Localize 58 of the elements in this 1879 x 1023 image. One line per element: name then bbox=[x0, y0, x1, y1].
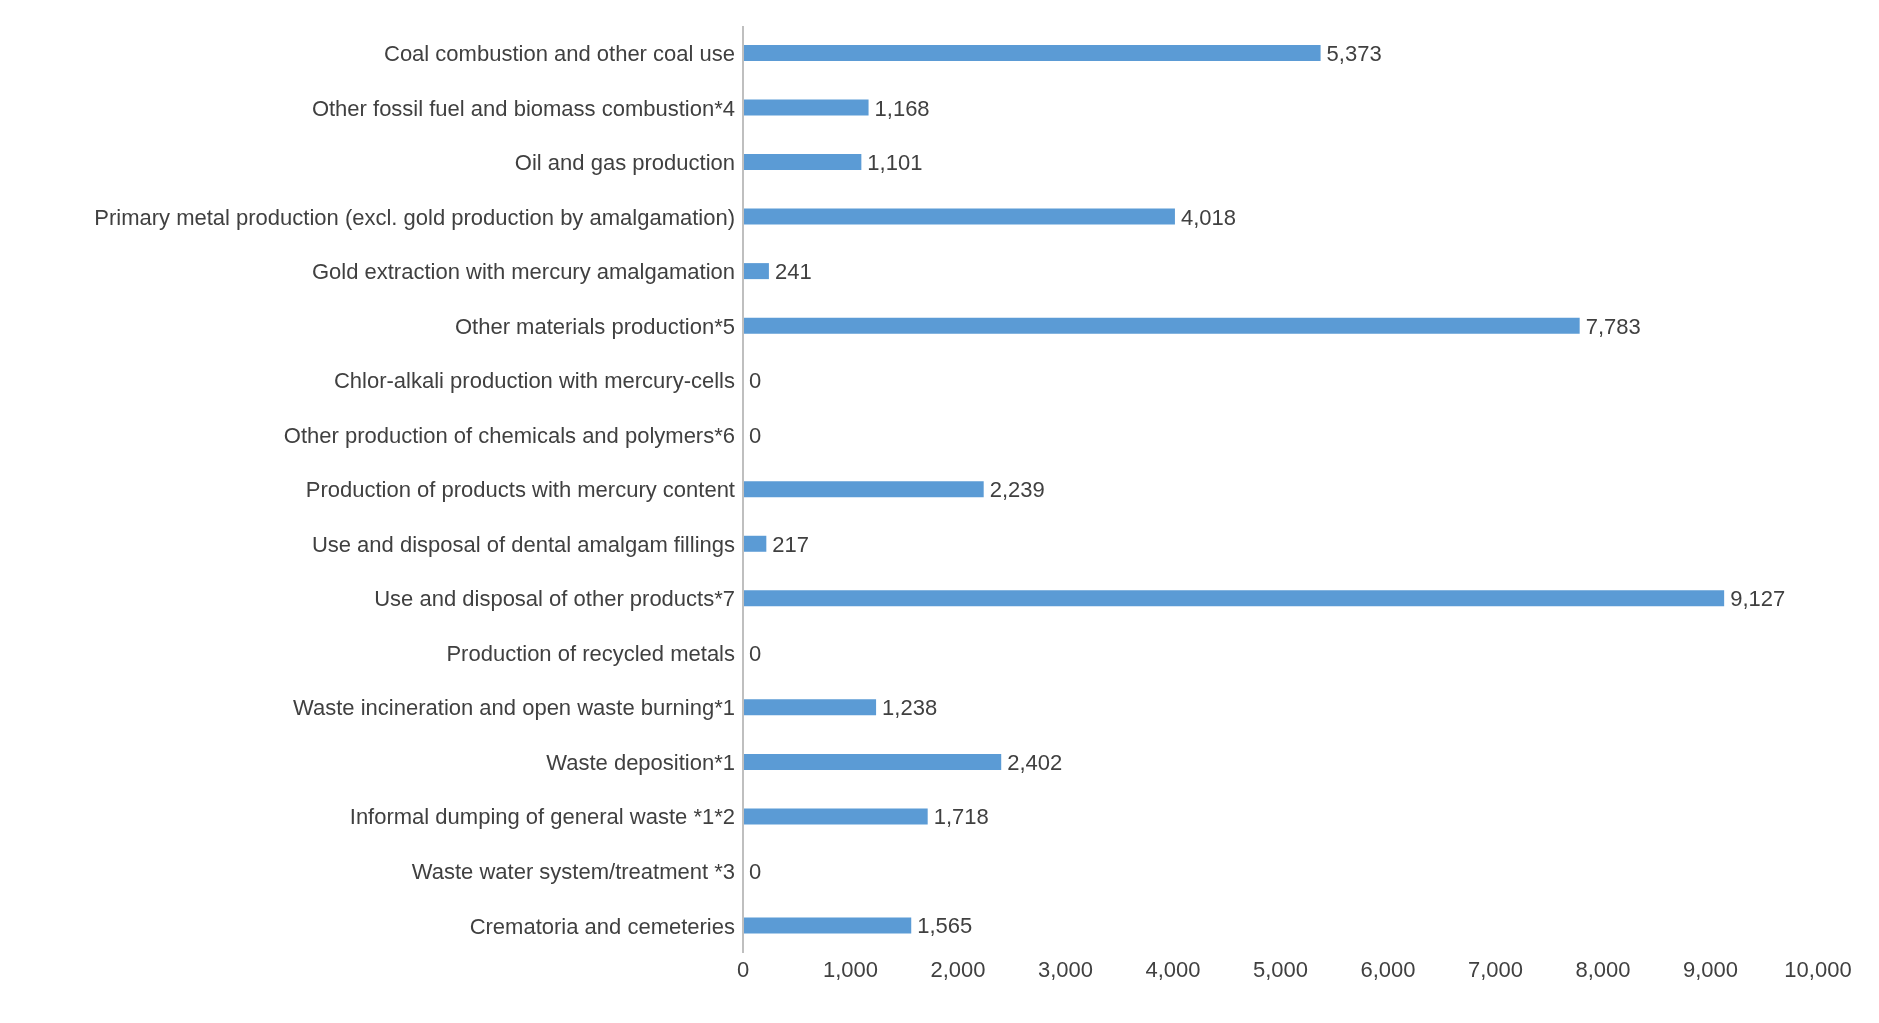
bar bbox=[743, 808, 928, 825]
bar bbox=[743, 45, 1321, 61]
x-tick-label: 2,000 bbox=[930, 956, 986, 982]
y-tick-label: Informal dumping of general waste *1*2 bbox=[349, 804, 735, 830]
y-tick-label: Primary metal production (excl. gold production by amalgamation) bbox=[94, 204, 735, 230]
data-label: 0 bbox=[749, 858, 762, 884]
y-tick-label: Oil and gas production bbox=[514, 150, 735, 176]
y-tick-label: Other fossil fuel and biomass combustion*4 bbox=[311, 95, 735, 121]
x-tick-label: 6,000 bbox=[1360, 956, 1416, 982]
y-tick-label: Production of products with mercury content bbox=[305, 477, 735, 503]
data-label: 241 bbox=[774, 259, 812, 285]
data-label: 2,239 bbox=[989, 477, 1045, 503]
y-tick-label: Use and disposal of other products*7 bbox=[374, 586, 735, 612]
data-label: 4,018 bbox=[1180, 204, 1236, 230]
x-tick-label: 1,000 bbox=[822, 956, 879, 982]
x-tick-label: 3,000 bbox=[1037, 956, 1094, 982]
x-tick-label: 9,000 bbox=[1682, 956, 1739, 982]
data-label: 0 bbox=[749, 640, 762, 666]
data-label: 0 bbox=[749, 422, 762, 448]
bar bbox=[743, 481, 984, 498]
data-label: 5,373 bbox=[1326, 41, 1382, 66]
data-label: 1,565 bbox=[917, 913, 973, 939]
data-label: 7,783 bbox=[1585, 313, 1641, 339]
bar bbox=[743, 99, 869, 116]
bar bbox=[743, 208, 1175, 225]
bar bbox=[743, 590, 1725, 607]
x-tick-label: 8,000 bbox=[1575, 956, 1631, 982]
data-label: 1,168 bbox=[874, 95, 930, 121]
data-label: 2,402 bbox=[1007, 749, 1063, 775]
y-tick-label: Crematoria and cemeteries bbox=[469, 913, 735, 939]
x-tick-label: 4,000 bbox=[1145, 956, 1201, 982]
data-label: 1,238 bbox=[882, 695, 938, 721]
data-label: 1,718 bbox=[933, 804, 989, 830]
bar bbox=[743, 317, 1580, 334]
x-tick-label: 0 bbox=[736, 956, 750, 982]
y-tick-label: Other production of chemicals and polymers*6 bbox=[283, 422, 735, 448]
x-tick-label: 10,000 bbox=[1784, 956, 1852, 982]
x-tick-label: 5,000 bbox=[1252, 956, 1309, 982]
bar bbox=[743, 699, 877, 716]
data-label: 1,101 bbox=[867, 150, 923, 176]
bar bbox=[743, 917, 912, 934]
y-tick-label: Waste deposition*1 bbox=[546, 749, 735, 775]
x-tick-label: 7,000 bbox=[1467, 956, 1524, 982]
y-tick-label: Production of recycled metals bbox=[446, 640, 735, 666]
y-tick-label: Other materials production*5 bbox=[454, 313, 735, 339]
y-tick-label: Gold extraction with mercury amalgamation bbox=[311, 259, 735, 285]
y-tick-label: Chlor-alkali production with mercury-cells bbox=[333, 368, 735, 394]
y-tick-label: Waste water system/treatment *3 bbox=[411, 859, 735, 885]
data-label: 0 bbox=[749, 368, 762, 394]
data-label: 217 bbox=[772, 531, 810, 557]
bar bbox=[743, 753, 1002, 770]
bar bbox=[743, 154, 862, 171]
bar bbox=[743, 535, 767, 552]
data-label: 9,127 bbox=[1730, 586, 1786, 612]
bar bbox=[743, 263, 769, 280]
y-tick-label: Waste incineration and open waste burning*1 bbox=[293, 695, 735, 721]
y-tick-label: Use and disposal of dental amalgam fillings bbox=[311, 531, 735, 557]
y-tick-label: Coal combustion and other coal use bbox=[384, 41, 735, 67]
